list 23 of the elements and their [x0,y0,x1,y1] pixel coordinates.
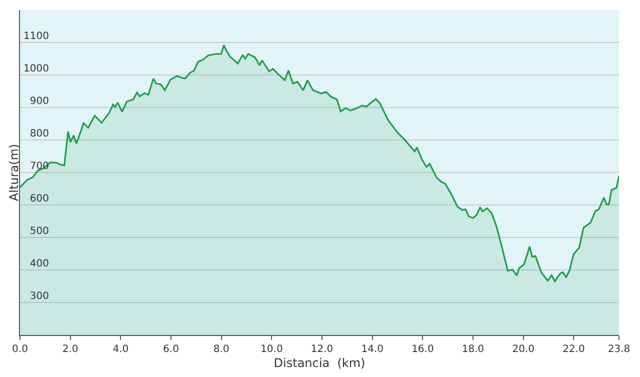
x-tick-label: 22.0 [562,344,585,355]
y-tick-label: 500 [30,226,49,237]
x-tick-label: 0.0 [12,344,28,355]
x-tick-label: 8.0 [213,344,230,355]
x-tick-label: 16.0 [412,344,434,355]
y-tick-label: 300 [30,291,49,302]
y-tick-label: 600 [30,194,49,204]
y-tick-label: 1000 [24,64,49,74]
y-tick-label: 400 [30,258,49,270]
x-axis-title: Distancia (km) [274,356,366,370]
x-tick-label: 2.0 [62,344,78,355]
x-tick-label: 20.0 [512,344,534,355]
y-tick-label: 800 [30,128,49,140]
x-tick-label: 14.0 [361,344,384,355]
x-tick-label: 23.8 [608,344,630,355]
x-tick-label: 10.0 [260,344,283,355]
y-axis-title: Altura(m) [6,144,21,202]
x-tick-label: 12.0 [310,344,334,355]
x-tick-label: 6.0 [163,344,179,355]
y-tick-label: 1100 [24,31,49,42]
x-tick-label: 18.0 [462,344,484,355]
x-tick-label: 4.0 [112,344,129,355]
y-tick-label: 900 [30,96,49,107]
